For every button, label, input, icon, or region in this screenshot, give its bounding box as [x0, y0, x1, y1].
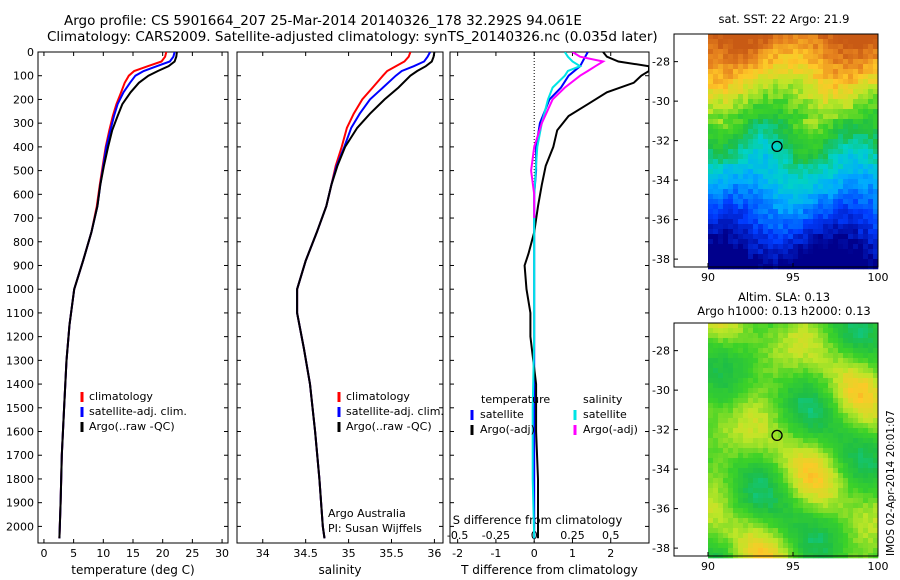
difference-xtick-label: -2: [452, 547, 463, 560]
salinity-xtick-label: 34.5: [293, 547, 318, 560]
salinity-xtick-label: 36: [427, 547, 441, 560]
temperature-xtick-label: 0: [40, 547, 47, 560]
temperature-ytick-label: 1300: [6, 354, 34, 367]
sla-map-xtick-label: 95: [786, 560, 800, 573]
temperature-xtick-label: 10: [96, 547, 110, 560]
sst-map-ytick-label: -30: [652, 95, 670, 108]
sst-map-ytick-label: -36: [652, 214, 670, 227]
temperature-ytick-label: 1400: [6, 378, 34, 391]
temperature-legend-label: climatology: [89, 390, 153, 403]
temperature-ytick-label: 300: [13, 117, 34, 130]
salinity-xtick-label: 34: [256, 547, 270, 560]
difference-x2tick-label: 0.5: [602, 529, 620, 542]
difference-plot-frame: [449, 51, 650, 544]
sst-map-xtick-label: 95: [786, 271, 800, 284]
diff-legend-label: Argo(-adj): [583, 423, 638, 436]
temperature-legend-label: Argo(..raw -QC): [89, 420, 175, 433]
temperature-ytick-label: 700: [13, 212, 34, 225]
sla-map-argo-marker: [771, 429, 783, 442]
temperature-ytick-label: 800: [13, 236, 34, 249]
sst-map-frame: [673, 33, 879, 268]
salinity-xtick-label: 35: [342, 547, 356, 560]
series-line-difference-temperature-argo-adj-: [523, 52, 649, 539]
salinity-plot-frame: [236, 51, 444, 544]
temperature-xtick-label: 5: [70, 547, 77, 560]
salinity-legend-label: satellite-adj. clim.: [346, 405, 444, 418]
sst-map-argo-marker: [771, 140, 783, 153]
temperature-xlabel: temperature (deg C): [71, 563, 194, 577]
temperature-xtick-label: 25: [185, 547, 199, 560]
sla-map-xtick-label: 90: [701, 560, 715, 573]
credit-pi: PI: Susan Wijffels: [328, 522, 422, 535]
sst-map-xtick-label: 100: [868, 271, 889, 284]
series-line-salinity-argo-raw-qc-: [296, 52, 436, 539]
salinity-legend-label: climatology: [346, 390, 410, 403]
sla-map-ytick-label: -34: [652, 463, 670, 476]
sla-map-ytick-label: -36: [652, 503, 670, 516]
difference-xtick-label: 1: [569, 547, 576, 560]
difference-xtick-label: 2: [607, 547, 614, 560]
series-line-difference-salinity-argo-adj-: [530, 52, 606, 218]
series-line-temperature-argo-raw-qc-: [58, 52, 178, 539]
difference-x2tick-label: -0.5: [447, 529, 468, 542]
salinity-legend-label: Argo(..raw -QC): [346, 420, 432, 433]
sst-map-ytick-label: -34: [652, 174, 670, 187]
temperature-legend-label: satellite-adj. clim.: [89, 405, 187, 418]
temperature-xtick-label: 30: [215, 547, 229, 560]
sla-map-field: [674, 323, 879, 559]
temperature-ytick-label: 1200: [6, 331, 34, 344]
temperature-plot-frame: [37, 51, 229, 544]
temperature-ytick-label: 500: [13, 165, 34, 178]
series-line-difference-salinity-satellite: [531, 52, 583, 539]
difference-x2tick-label: 0.25: [560, 529, 585, 542]
temperature-ytick-label: 600: [13, 188, 34, 201]
sla-map-ytick-label: -30: [652, 384, 670, 397]
sla-map-ytick-label: -28: [652, 345, 670, 358]
temperature-ytick-label: 1600: [6, 426, 34, 439]
climatology-title: Climatology: CARS2009. Satellite-adjuste…: [47, 29, 658, 45]
legend-group-title: temperature: [481, 393, 550, 406]
sla-map-subtitle: Argo h1000: 0.13 h2000: 0.13: [697, 304, 870, 318]
salinity-xtick-label: 35.5: [379, 547, 404, 560]
temperature-ytick-label: 100: [13, 70, 34, 83]
temperature-ytick-label: 0: [27, 46, 34, 59]
salinity-xlabel: salinity: [318, 563, 361, 577]
diff-legend-label: satellite: [583, 408, 627, 421]
temperature-ytick-label: 400: [13, 141, 34, 154]
sla-map-title: Altim. SLA: 0.13: [738, 290, 830, 304]
profile-title: Argo profile: CS 5901664_207 25-Mar-2014…: [64, 13, 582, 29]
temperature-ytick-label: 1800: [6, 473, 34, 486]
temperature-ytick-label: 1500: [6, 402, 34, 415]
legend-group-title: salinity: [583, 393, 623, 406]
sla-map-ytick-label: -32: [652, 424, 670, 437]
sla-map-ytick-label: -38: [652, 542, 670, 555]
temperature-ytick-label: 200: [13, 93, 34, 106]
sst-map-xtick-label: 90: [701, 271, 715, 284]
timestamp-stamp: IMOS 02-Apr-2014 20:01:07: [885, 410, 897, 556]
sst-map-ytick-label: -28: [652, 56, 670, 69]
sla-map-frame: [673, 322, 879, 557]
temperature-ytick-label: 1000: [6, 283, 34, 296]
difference-xlabel: T difference from climatology: [460, 563, 638, 577]
difference-xtick-label: -1: [490, 547, 501, 560]
difference-x2tick-label: -0.25: [482, 529, 510, 542]
sst-map-ytick-label: -32: [652, 135, 670, 148]
temperature-ytick-label: 900: [13, 259, 34, 272]
diff-legend-label: satellite: [480, 408, 524, 421]
sst-map-title: sat. SST: 22 Argo: 21.9: [719, 12, 850, 26]
sst-map-ytick-label: -38: [652, 253, 670, 266]
temperature-ytick-label: 2000: [6, 520, 34, 533]
difference-xtick-label: 0: [531, 547, 538, 560]
sst-map-field: [674, 34, 879, 270]
temperature-xtick-label: 20: [156, 547, 170, 560]
temperature-ytick-label: 1900: [6, 497, 34, 510]
sla-map-xtick-label: 100: [868, 560, 889, 573]
temperature-xtick-label: 15: [126, 547, 140, 560]
diff-legend-label: Argo(-adj): [480, 423, 535, 436]
temperature-ytick-label: 1100: [6, 307, 34, 320]
temperature-ytick-label: 1700: [6, 449, 34, 462]
credit-org: Argo Australia: [328, 507, 406, 520]
